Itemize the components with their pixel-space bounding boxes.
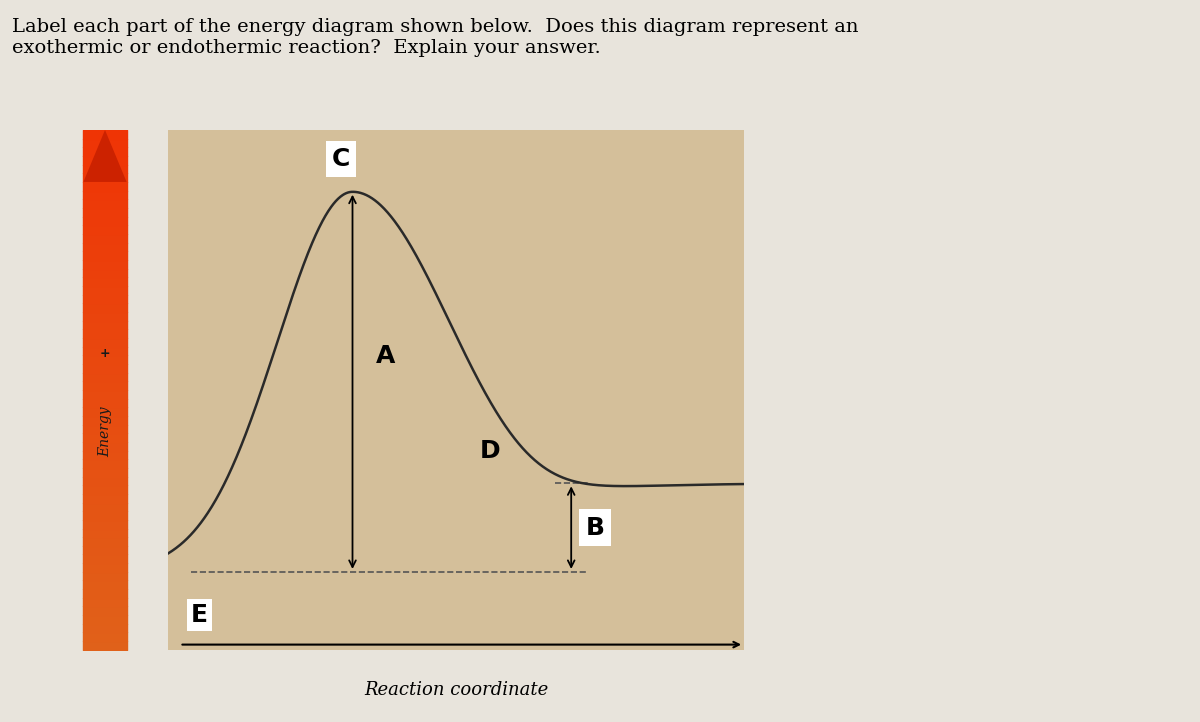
- Text: A: A: [376, 344, 395, 367]
- Text: Reaction coordinate: Reaction coordinate: [364, 681, 548, 699]
- Text: +: +: [100, 347, 110, 360]
- Text: Energy: Energy: [98, 406, 112, 457]
- Polygon shape: [84, 130, 127, 182]
- Text: B: B: [586, 516, 605, 539]
- Text: D: D: [480, 439, 500, 463]
- Text: E: E: [191, 603, 208, 627]
- Text: C: C: [331, 147, 350, 171]
- Text: Label each part of the energy diagram shown below.  Does this diagram represent : Label each part of the energy diagram sh…: [12, 18, 858, 57]
